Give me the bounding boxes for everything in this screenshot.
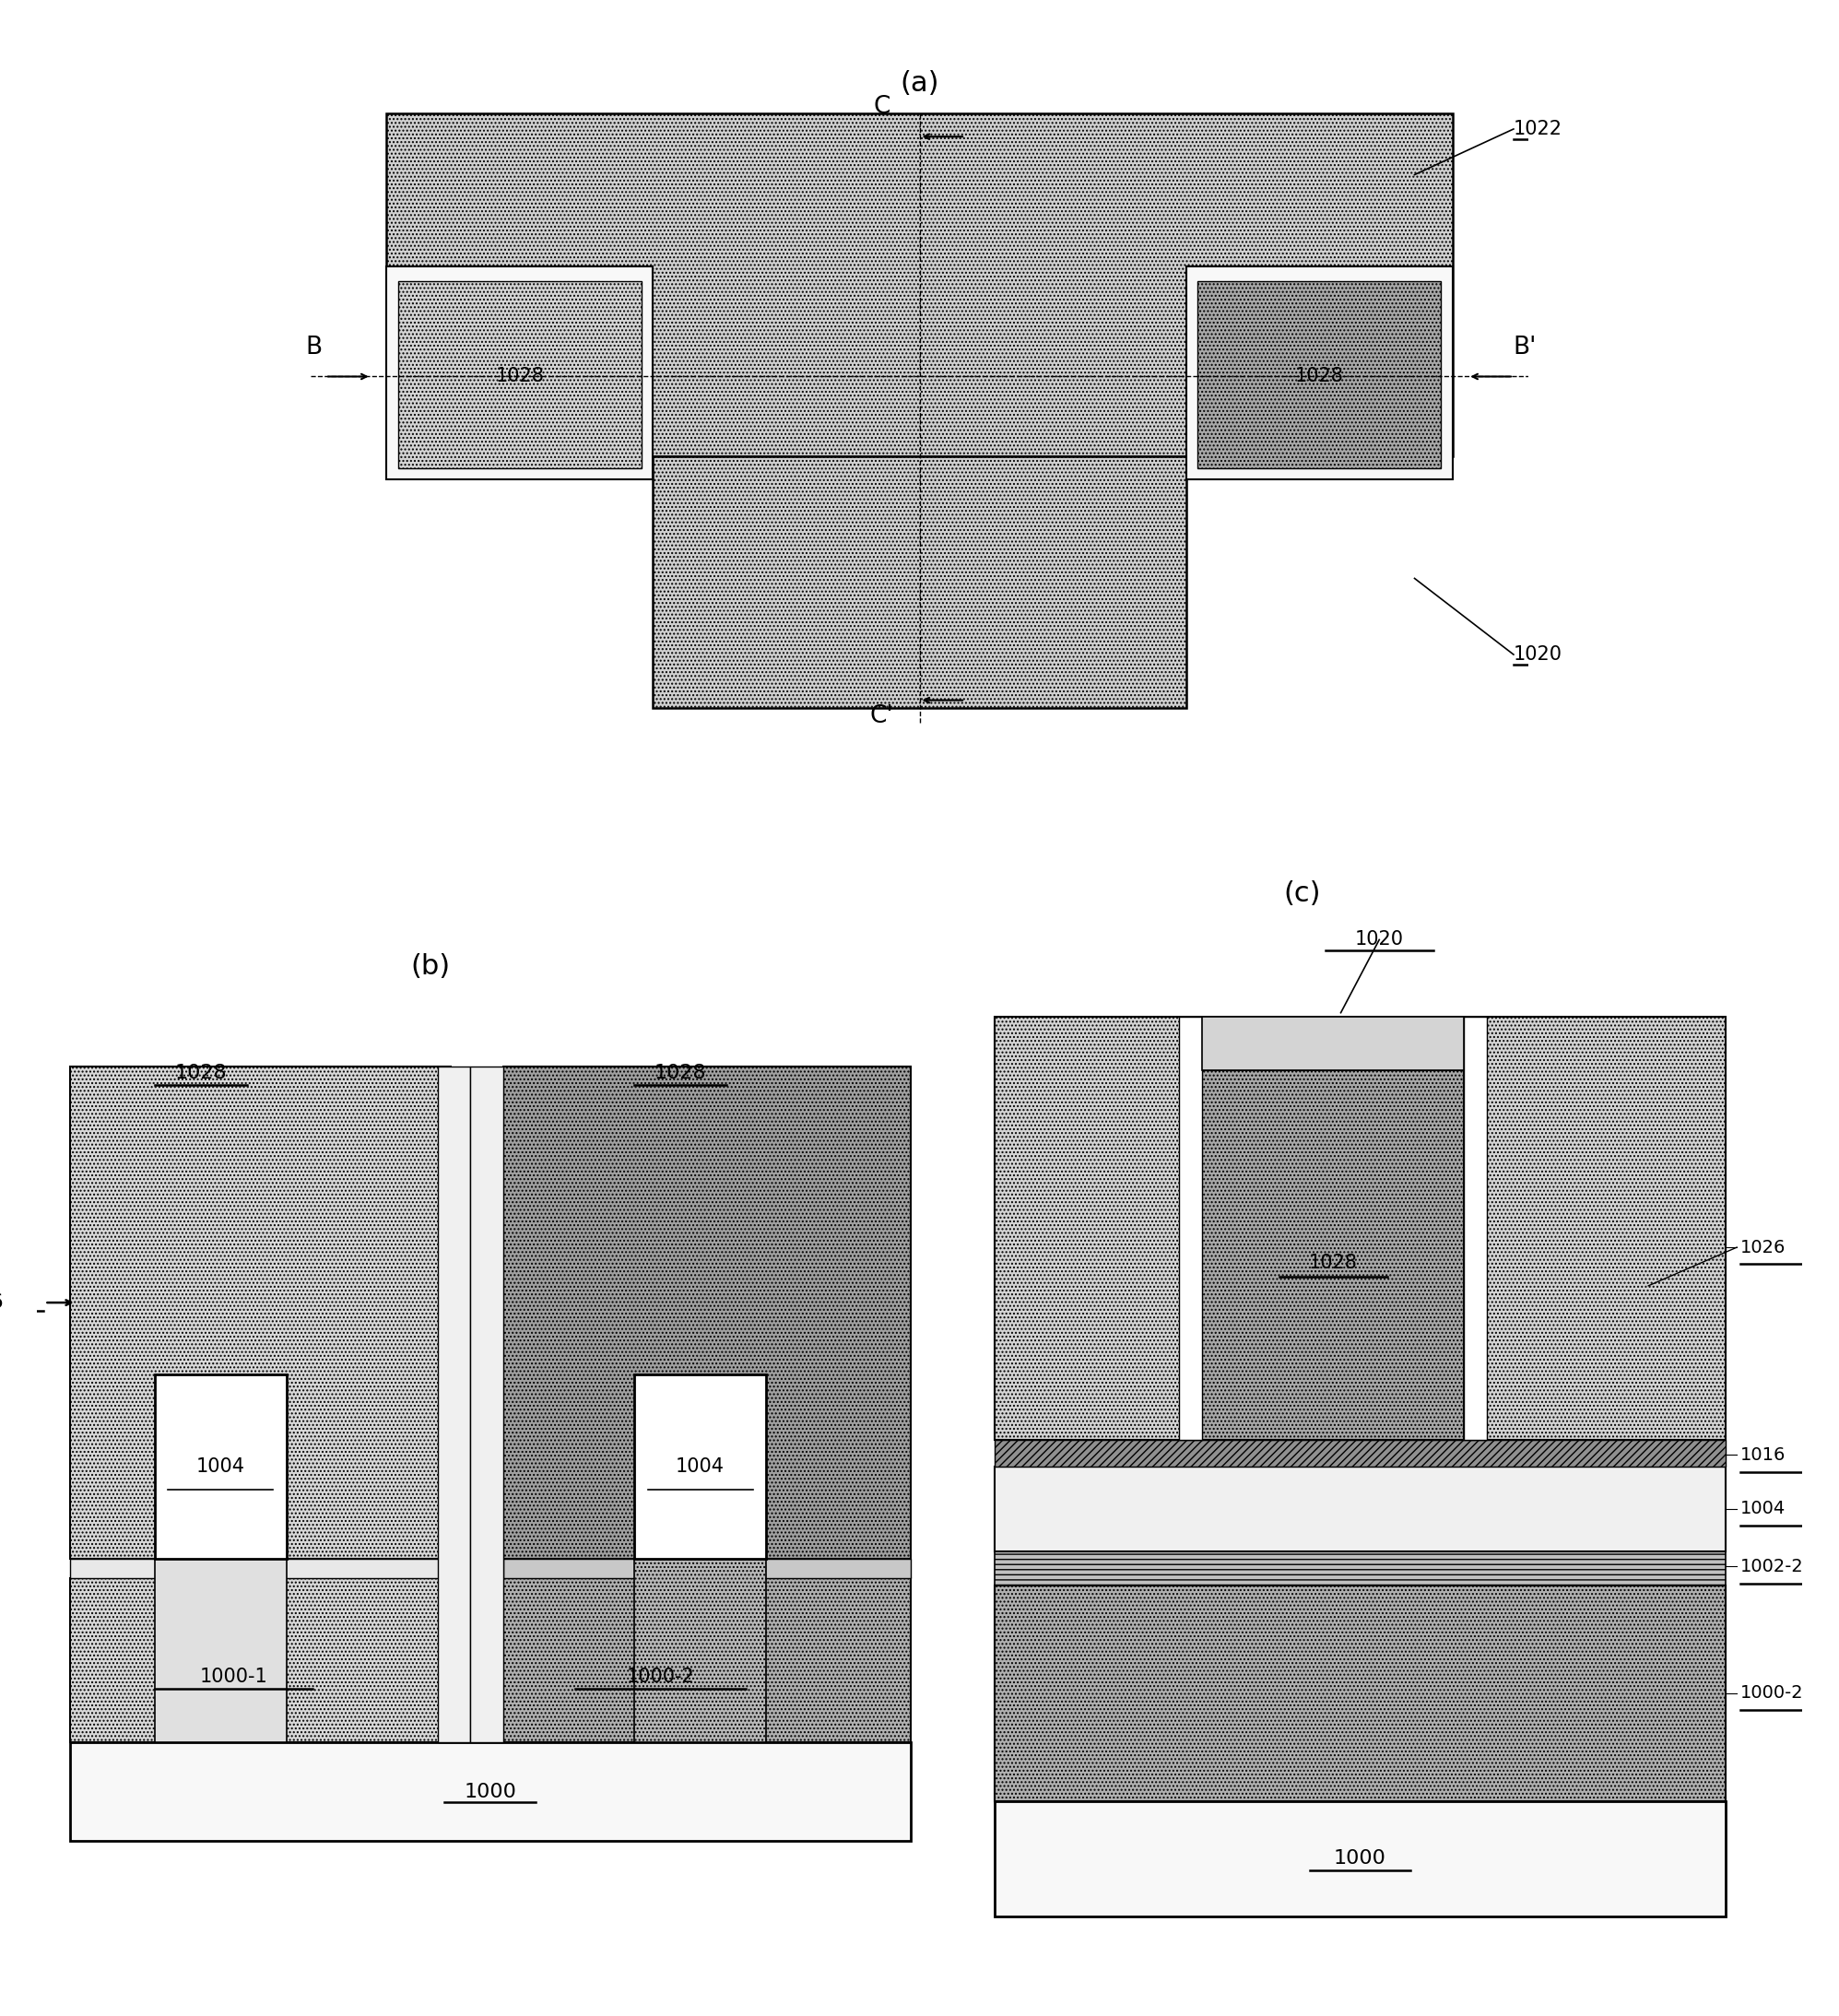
Bar: [504, 1558, 910, 1579]
Bar: [1186, 266, 1453, 480]
Bar: [995, 1016, 1725, 1439]
Text: 1028: 1028: [1309, 1254, 1357, 1272]
Bar: [995, 1466, 1725, 1550]
Text: B': B': [1513, 335, 1537, 359]
Text: 1004: 1004: [197, 1458, 245, 1476]
Bar: [1197, 282, 1442, 468]
Bar: [438, 1066, 471, 1742]
Bar: [70, 1742, 910, 1841]
Text: 1028: 1028: [1295, 367, 1344, 385]
Bar: [995, 1550, 1725, 1587]
Text: 1028: 1028: [495, 367, 544, 385]
Bar: [70, 1579, 451, 1742]
Text: 1020: 1020: [1513, 645, 1563, 663]
Bar: [1464, 1016, 1488, 1439]
Text: 1026: 1026: [1742, 1238, 1786, 1256]
Polygon shape: [634, 1558, 765, 1742]
Bar: [504, 1066, 910, 1558]
Bar: [70, 1066, 451, 1558]
Text: 1026: 1026: [0, 1294, 4, 1312]
Text: (a): (a): [899, 71, 940, 97]
Bar: [504, 1579, 910, 1742]
Text: C: C: [874, 95, 890, 119]
Text: (b): (b): [410, 954, 451, 980]
Bar: [634, 1375, 765, 1558]
Bar: [471, 1066, 504, 1742]
Bar: [995, 1439, 1725, 1466]
Bar: [154, 1375, 287, 1558]
Text: 1028: 1028: [175, 1064, 226, 1083]
Text: 1000: 1000: [1333, 1849, 1387, 1869]
Text: 1028: 1028: [655, 1064, 706, 1083]
Text: 1000-1: 1000-1: [200, 1667, 268, 1685]
Bar: [386, 113, 1453, 456]
Text: 1016: 1016: [1742, 1445, 1786, 1464]
Text: B: B: [305, 335, 322, 359]
Text: 1000-2: 1000-2: [1742, 1685, 1804, 1702]
Polygon shape: [154, 1558, 287, 1742]
Text: 1000: 1000: [463, 1782, 517, 1800]
Text: (c): (c): [1284, 881, 1320, 907]
Bar: [1203, 1016, 1464, 1070]
Text: 1002-2: 1002-2: [1742, 1558, 1804, 1574]
Bar: [70, 1558, 451, 1579]
Bar: [386, 266, 653, 480]
Text: 1004: 1004: [1742, 1500, 1786, 1518]
Bar: [995, 1800, 1725, 1917]
Bar: [995, 1587, 1725, 1800]
Text: C': C': [870, 706, 894, 728]
Bar: [1203, 1070, 1464, 1439]
Text: 1022: 1022: [1513, 119, 1563, 139]
Bar: [1179, 1016, 1203, 1439]
Text: 1004: 1004: [675, 1458, 725, 1476]
Text: 1000-2: 1000-2: [627, 1667, 695, 1685]
Text: 1020: 1020: [1355, 931, 1403, 950]
Bar: [653, 456, 1186, 708]
Bar: [397, 282, 642, 468]
